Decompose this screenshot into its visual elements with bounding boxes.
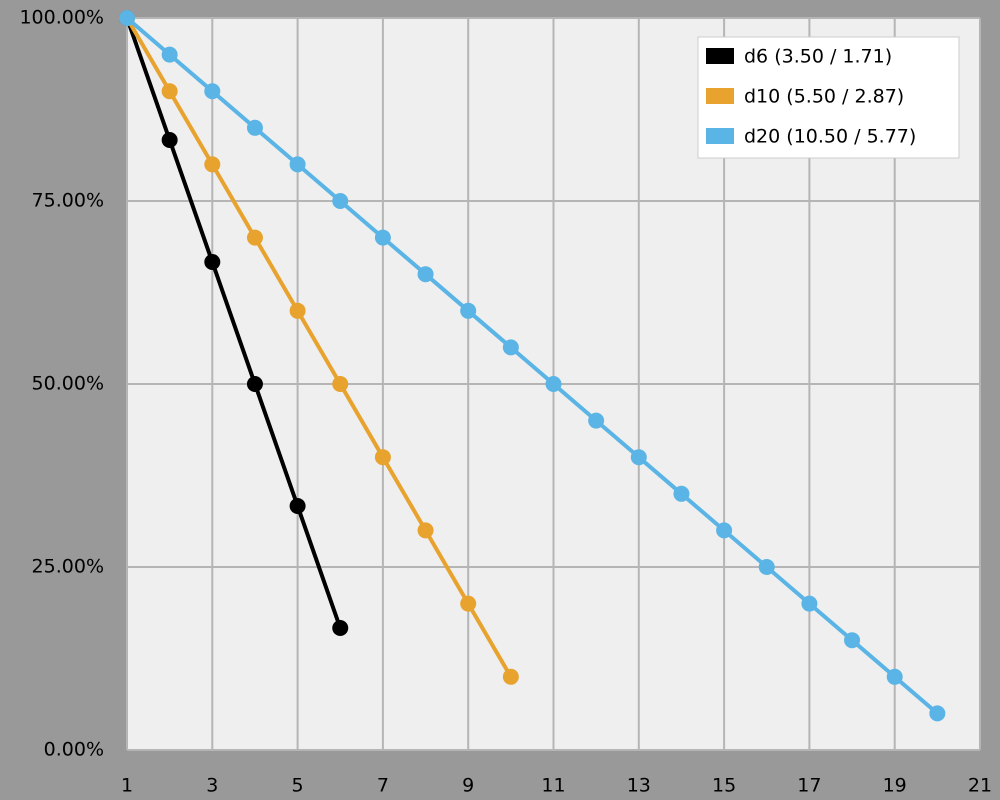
- x-tick-label: 3: [206, 775, 218, 797]
- x-tick-label: 15: [712, 775, 736, 797]
- x-tick-label: 7: [377, 775, 389, 797]
- point: [161, 132, 178, 149]
- point: [246, 229, 263, 246]
- legend-label: d6 (3.50 / 1.71): [744, 46, 892, 68]
- legend-label: d20 (10.50 / 5.77): [744, 126, 916, 148]
- x-tick-label: 9: [462, 775, 474, 797]
- point: [332, 193, 349, 209]
- point: [332, 619, 349, 636]
- point: [161, 83, 178, 100]
- y-tick-label: 75.00%: [32, 190, 104, 212]
- x-tick-label: 1: [121, 775, 133, 797]
- x-tick-label: 13: [627, 775, 651, 797]
- point: [204, 156, 221, 173]
- point: [374, 449, 391, 466]
- legend-swatch: [706, 128, 734, 144]
- point: [673, 485, 690, 502]
- point: [417, 522, 434, 539]
- point: [246, 376, 263, 392]
- point: [460, 595, 477, 612]
- point: [758, 559, 775, 575]
- legend-swatch: [706, 88, 734, 104]
- point: [289, 302, 306, 319]
- point: [545, 376, 562, 392]
- point: [801, 595, 818, 612]
- point: [502, 668, 519, 685]
- point: [844, 632, 861, 649]
- y-tick-label: 100.00%: [19, 7, 104, 29]
- legend: d6 (3.50 / 1.71) d10 (5.50 / 2.87) d20 (10…: [697, 36, 960, 159]
- x-tick-label: 5: [292, 775, 304, 797]
- point: [588, 412, 605, 429]
- point: [332, 376, 349, 392]
- x-tick-label: 11: [541, 775, 565, 797]
- series-line: [125, 16, 513, 678]
- point: [417, 266, 434, 283]
- y-tick-label: 25.00%: [32, 556, 104, 578]
- point: [374, 229, 391, 246]
- legend-label: d10 (5.50 / 2.87): [744, 86, 904, 108]
- x-tick-label: 19: [883, 775, 907, 797]
- point: [716, 522, 733, 539]
- series-line: [125, 17, 343, 629]
- legend-box: [697, 36, 960, 159]
- point: [161, 46, 178, 63]
- point: [246, 119, 263, 136]
- series-line: [125, 16, 939, 715]
- point: [929, 705, 946, 722]
- point: [119, 10, 135, 26]
- point: [460, 302, 477, 319]
- legend-swatch: [706, 48, 734, 64]
- y-tick-label: 0.00%: [44, 739, 104, 761]
- point: [204, 253, 221, 270]
- point: [289, 498, 306, 515]
- point: [630, 449, 647, 466]
- point: [502, 339, 519, 356]
- point: [886, 668, 903, 685]
- point: [289, 156, 306, 173]
- point: [204, 83, 221, 100]
- y-tick-label: 50.00%: [32, 373, 104, 395]
- x-tick-label: 21: [968, 775, 992, 797]
- x-tick-label: 17: [797, 775, 821, 797]
